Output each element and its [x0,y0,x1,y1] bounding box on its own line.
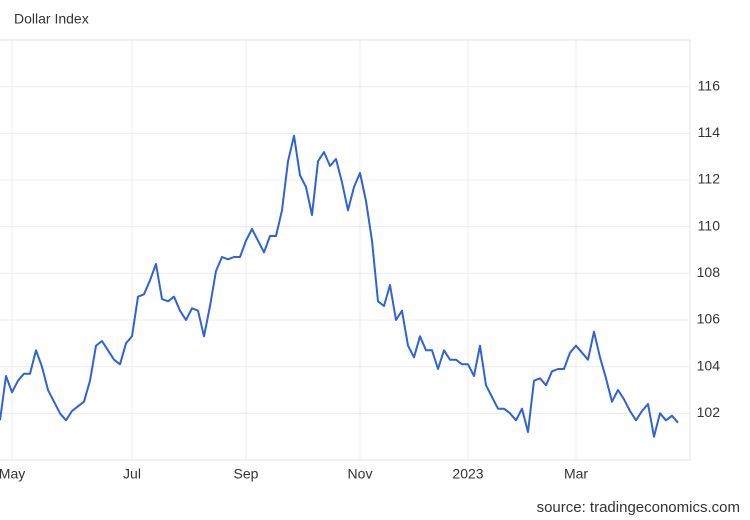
x-tick-label: Nov [348,466,373,482]
x-tick-label: Mar [564,466,588,482]
chart-title: Dollar Index [14,11,89,27]
y-tick-label: 116 [698,77,721,93]
x-tick-label: Sep [234,466,259,482]
y-tick-label: 102 [697,404,721,420]
y-tick-label: 114 [698,124,721,140]
source: source: tradingeconomics.com [537,499,740,516]
x-tick-label: 2023 [452,466,483,482]
x-tick-label: Jul [123,466,141,482]
y-tick-label: 106 [697,311,721,327]
y-tick-label: 112 [698,171,721,187]
y-tick-label: 104 [697,357,721,373]
x-tick-label: May [0,466,25,482]
y-tick-label: 108 [697,264,721,280]
y-tick-label: 110 [698,217,721,233]
line [0,134,679,438]
